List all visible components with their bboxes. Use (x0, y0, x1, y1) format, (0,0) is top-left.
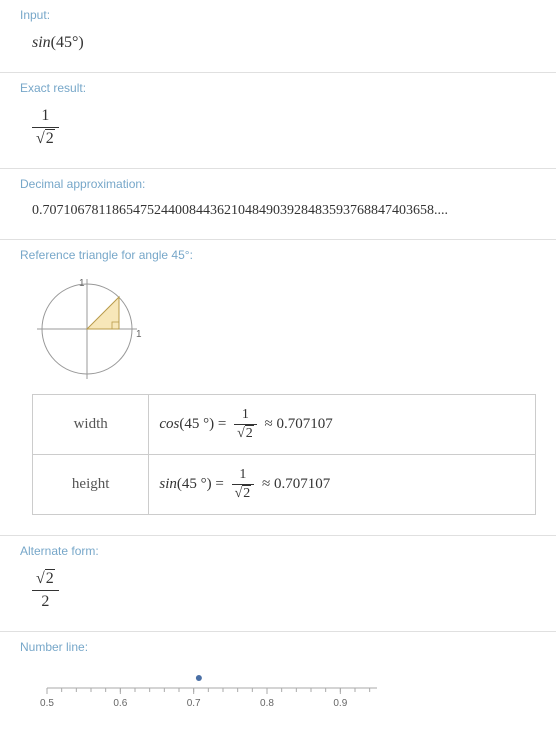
y-axis-label: 1 (79, 278, 85, 289)
row-fraction: 1 √2 (234, 407, 257, 442)
alternate-content: √2 2 (20, 570, 536, 611)
exact-denominator: √2 (32, 128, 59, 148)
numberline-title: Number line: (20, 640, 536, 654)
numberline-content: 0.5 0.6 0.7 0.8 0.9 (20, 666, 536, 721)
reference-content: 1 1 width cos(45 °) = 1 √2 ≈ 0.707107 he… (20, 274, 536, 515)
input-func: sin (32, 34, 51, 51)
section-exact: Exact result: 1 √2 (0, 73, 556, 169)
input-title: Input: (20, 8, 536, 22)
numberline-diagram: 0.5 0.6 0.7 0.8 0.9 (32, 666, 392, 716)
row-label: width (33, 395, 149, 455)
reference-triangle-shape (87, 297, 119, 329)
alternate-denominator: 2 (32, 591, 59, 611)
reference-table: width cos(45 °) = 1 √2 ≈ 0.707107 height… (32, 394, 536, 515)
alternate-title: Alternate form: (20, 544, 536, 558)
row-math: cos(45 °) = 1 √2 ≈ 0.707107 (149, 395, 536, 455)
exact-fraction: 1 √2 (32, 107, 59, 148)
alternate-numerator: √2 (32, 570, 59, 591)
table-row: width cos(45 °) = 1 √2 ≈ 0.707107 (33, 395, 536, 455)
row-approx: ≈ 0.707107 (265, 416, 333, 432)
numberline-tick-label: 0.8 (260, 698, 274, 709)
input-arg: (45°) (51, 34, 84, 51)
row-math: sin(45 °) = 1 √2 ≈ 0.707107 (149, 455, 536, 515)
table-row: height sin(45 °) = 1 √2 ≈ 0.707107 (33, 455, 536, 515)
decimal-value: 0.70710678118654752440084436210484903928… (20, 203, 536, 219)
alternate-fraction: √2 2 (32, 570, 59, 611)
exact-title: Exact result: (20, 81, 536, 95)
section-numberline: Number line: 0.5 0.6 0.7 0.8 0.9 (0, 632, 556, 741)
numberline-tick-label: 0.7 (187, 698, 201, 709)
section-alternate: Alternate form: √2 2 (0, 536, 556, 632)
row-fraction: 1 √2 (232, 467, 255, 502)
row-label: height (33, 455, 149, 515)
x-axis-label: 1 (136, 329, 142, 340)
section-reference: Reference triangle for angle 45°: 1 1 wi… (0, 240, 556, 536)
numberline-tick-label: 0.5 (40, 698, 54, 709)
exact-numerator: 1 (32, 107, 59, 128)
numberline-point (196, 675, 202, 681)
exact-content: 1 √2 (20, 107, 536, 148)
numberline-tick-label: 0.9 (333, 698, 347, 709)
reference-diagram: 1 1 (32, 274, 162, 384)
section-input: Input: sin(45°) (0, 0, 556, 73)
numberline-tick-label: 0.6 (113, 698, 127, 709)
reference-title: Reference triangle for angle 45°: (20, 248, 536, 262)
decimal-title: Decimal approximation: (20, 177, 536, 191)
input-expression: sin(45°) (20, 34, 536, 52)
section-decimal: Decimal approximation: 0.707106781186547… (0, 169, 556, 240)
row-approx: ≈ 0.707107 (262, 476, 330, 492)
